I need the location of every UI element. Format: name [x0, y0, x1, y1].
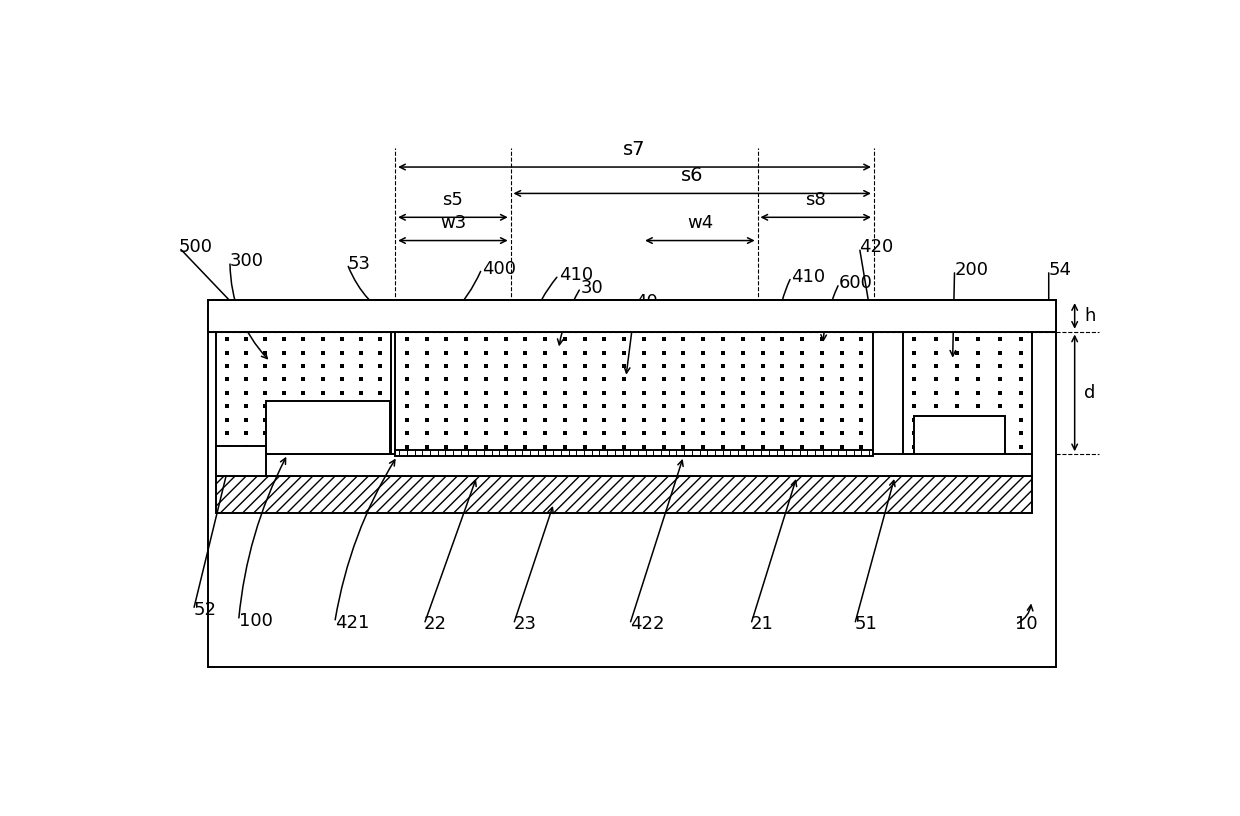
- Text: 420: 420: [859, 238, 894, 256]
- Text: w4: w4: [687, 215, 713, 233]
- Bar: [903, 331, 1033, 455]
- Text: 54: 54: [1049, 261, 1071, 279]
- Text: 22: 22: [424, 615, 448, 633]
- Bar: [216, 446, 265, 477]
- Bar: [208, 300, 1056, 331]
- Bar: [216, 331, 392, 455]
- Text: 51: 51: [854, 615, 878, 633]
- Bar: [758, 300, 873, 331]
- Bar: [396, 450, 873, 456]
- Text: s6: s6: [681, 166, 703, 185]
- Text: 53: 53: [347, 255, 371, 273]
- Text: 30: 30: [580, 279, 604, 297]
- Text: 300: 300: [229, 252, 264, 270]
- Text: 23: 23: [513, 615, 537, 633]
- Text: 21: 21: [751, 615, 774, 633]
- Text: 421: 421: [335, 614, 370, 632]
- Text: 422: 422: [630, 615, 665, 633]
- Text: 500: 500: [179, 238, 213, 256]
- Text: 52: 52: [193, 601, 217, 619]
- Text: s8: s8: [805, 191, 826, 209]
- Text: 410: 410: [791, 268, 826, 286]
- Text: 10: 10: [1016, 615, 1038, 633]
- Bar: [265, 401, 391, 455]
- Text: 200: 200: [955, 261, 988, 279]
- Bar: [396, 331, 873, 455]
- Bar: [216, 455, 1033, 477]
- Bar: [216, 477, 1033, 512]
- Bar: [208, 308, 1056, 667]
- Bar: [914, 416, 1006, 455]
- Text: 40: 40: [635, 293, 658, 311]
- Text: s5: s5: [443, 191, 464, 209]
- Bar: [396, 300, 511, 331]
- Text: s7: s7: [624, 140, 646, 159]
- Text: h: h: [1084, 307, 1096, 325]
- Text: d: d: [1084, 384, 1096, 402]
- Text: 400: 400: [481, 259, 516, 277]
- Text: 600: 600: [839, 274, 873, 292]
- Text: 410: 410: [558, 266, 593, 284]
- Text: w3: w3: [440, 215, 466, 233]
- Text: 100: 100: [238, 612, 273, 630]
